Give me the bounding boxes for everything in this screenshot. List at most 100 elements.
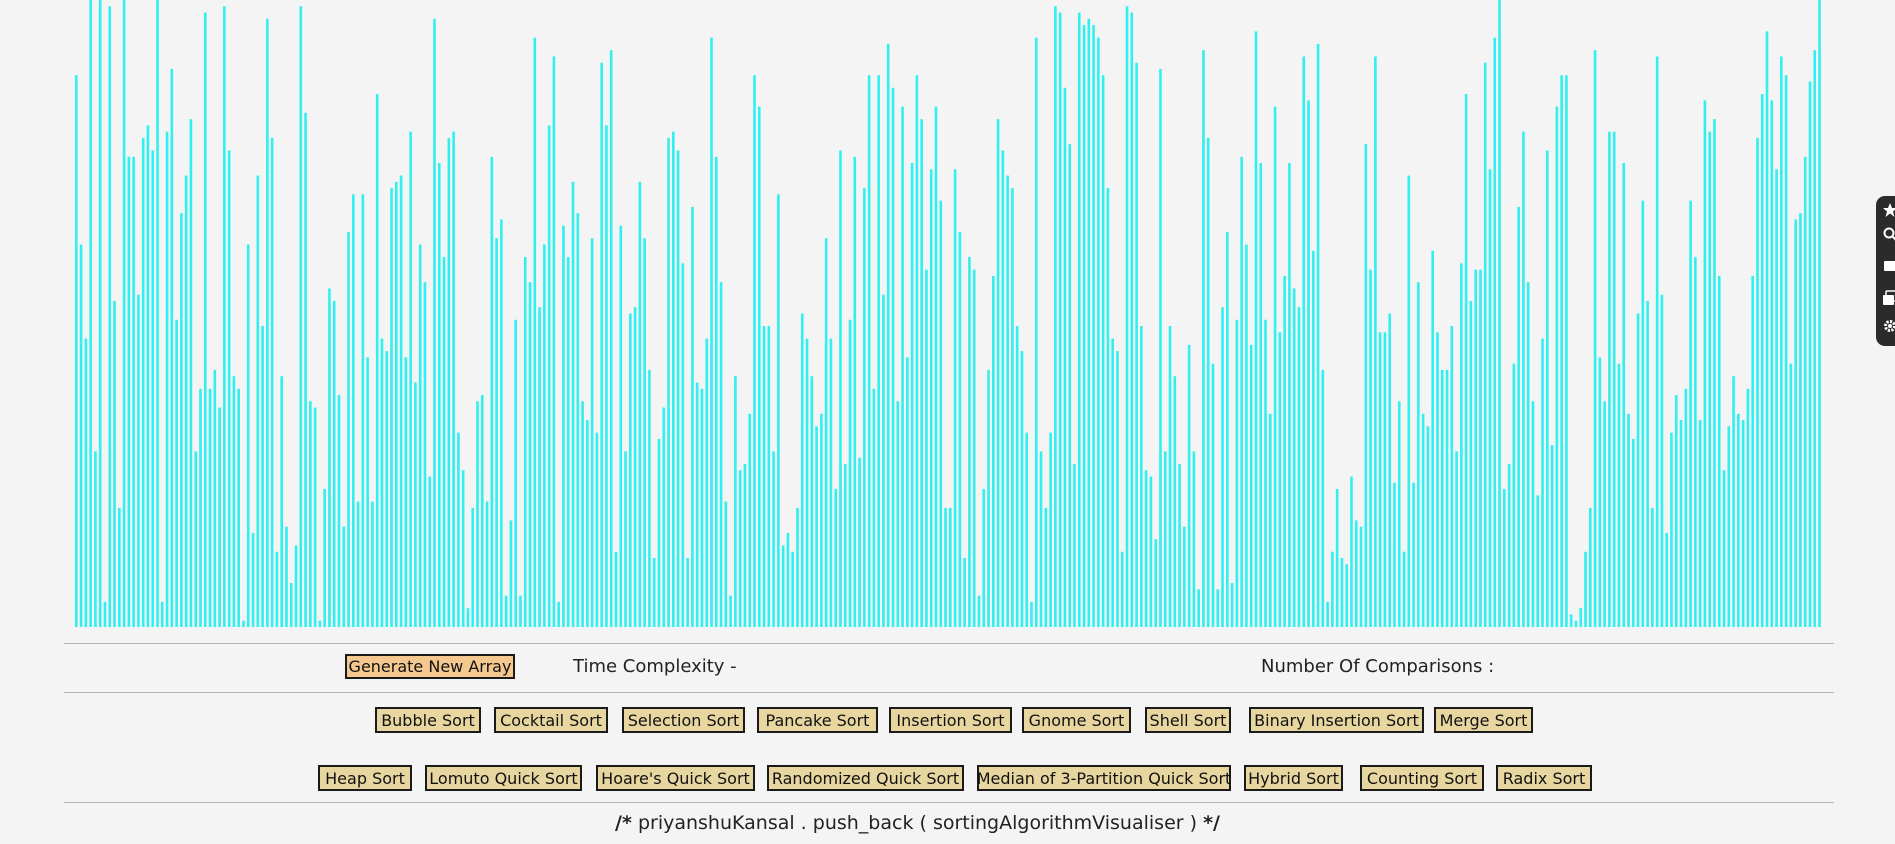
shell-sort-button[interactable]: Shell Sort: [1145, 707, 1231, 733]
search-icon[interactable]: [1882, 226, 1895, 242]
array-bar: [996, 119, 1000, 627]
radix-sort-button[interactable]: Radix Sort: [1496, 765, 1592, 791]
array-bar: [1359, 526, 1363, 627]
array-bar: [695, 382, 699, 627]
square-icon[interactable]: [1882, 258, 1895, 274]
array-bar: [1479, 269, 1482, 627]
array-bar: [1460, 263, 1463, 627]
array-bar: [777, 194, 780, 627]
array-bar: [1015, 326, 1019, 627]
array-bar: [84, 338, 88, 627]
array-bar: [901, 106, 904, 628]
array-bar: [614, 551, 618, 627]
array-bar: [304, 112, 307, 628]
array-bar: [1732, 376, 1735, 627]
array-bar: [1584, 551, 1587, 627]
gallery-icon[interactable]: [1882, 290, 1895, 306]
array-bar: [1708, 131, 1712, 628]
array-bar: [1474, 269, 1477, 627]
bubble-sort-button[interactable]: Bubble Sort: [375, 707, 481, 733]
array-bar: [624, 451, 627, 627]
array-bar: [843, 463, 847, 627]
gnome-sort-button[interactable]: Gnome Sort: [1022, 707, 1131, 733]
array-bar: [332, 300, 336, 627]
array-bar: [256, 175, 260, 627]
generate-new-array-button[interactable]: Generate New Array: [345, 654, 515, 679]
array-bar: [1431, 250, 1434, 628]
array-bar: [199, 388, 202, 627]
array-bar: [1292, 288, 1296, 627]
array-bar: [1068, 144, 1072, 627]
array-bar: [394, 181, 398, 627]
array-bar: [203, 12, 207, 628]
array-bar: [915, 75, 919, 628]
array-bar: [1684, 388, 1688, 627]
array-bar: [705, 338, 709, 627]
array-bar: [1168, 326, 1172, 627]
counting-sort-button[interactable]: Counting Sort: [1360, 765, 1484, 791]
hybrid-sort-button[interactable]: Hybrid Sort: [1244, 765, 1343, 791]
array-bar: [1541, 338, 1544, 627]
array-bar: [571, 181, 575, 627]
array-bar: [251, 532, 255, 627]
array-bar: [113, 300, 116, 627]
array-bar: [1307, 100, 1310, 627]
array-bar: [103, 601, 107, 627]
array-bar: [237, 388, 241, 627]
array-bar: [528, 282, 532, 627]
array-bar: [1603, 401, 1606, 627]
array-bar: [1727, 426, 1731, 627]
lomuto-quick-sort-button[interactable]: Lomuto Quick Sort: [425, 765, 582, 791]
binary-insertion-sort-button[interactable]: Binary Insertion Sort: [1249, 707, 1424, 733]
array-bar: [643, 238, 646, 627]
array-bar: [1627, 413, 1630, 627]
array-bar: [686, 558, 689, 627]
array-bar: [347, 231, 350, 628]
gear-icon[interactable]: [1882, 318, 1895, 334]
array-bar: [151, 150, 155, 628]
array-bar: [1288, 163, 1291, 627]
insertion-sort-button[interactable]: Insertion Sort: [889, 707, 1012, 733]
star-icon[interactable]: [1882, 202, 1895, 218]
array-bar: [1722, 470, 1726, 627]
merge-sort-button[interactable]: Merge Sort: [1434, 707, 1533, 733]
array-bar: [1350, 476, 1353, 627]
array-bar: [1397, 401, 1401, 627]
array-bar: [1760, 94, 1764, 628]
array-bar: [891, 87, 895, 627]
array-bar: [1264, 319, 1267, 627]
selection-sort-button[interactable]: Selection Sort: [622, 707, 745, 733]
array-bar: [337, 395, 341, 627]
heap-sort-button[interactable]: Heap Sort: [318, 765, 412, 791]
hoare-s-quick-sort-button[interactable]: Hoare's Quick Sort: [596, 765, 755, 791]
array-bar: [1226, 231, 1229, 628]
array-bar: [1522, 131, 1525, 628]
array-bar: [1813, 50, 1817, 628]
array-bar: [79, 244, 83, 627]
array-bar: [786, 532, 790, 627]
array-bar: [485, 501, 489, 627]
array-bar: [428, 476, 432, 627]
array-bar: [1374, 56, 1377, 628]
array-bar: [1464, 94, 1468, 628]
array-bar: [504, 595, 508, 627]
array-bar: [896, 401, 900, 627]
randomized-quick-sort-button[interactable]: Randomized Quick Sort: [767, 765, 964, 791]
array-bar: [1364, 144, 1368, 627]
array-bar: [1517, 206, 1520, 627]
array-bar: [1536, 495, 1540, 627]
array-bar: [1641, 200, 1645, 627]
array-bar: [991, 275, 995, 627]
array-bar: [442, 257, 446, 627]
pancake-sort-button[interactable]: Pancake Sort: [757, 707, 878, 733]
array-bar: [1082, 25, 1086, 627]
array-bar: [867, 75, 871, 628]
array-bar: [1135, 62, 1138, 627]
array-bar: [1273, 106, 1277, 628]
array-bar: [1445, 369, 1449, 627]
median-of-3-partition-quick-sort-button[interactable]: Median of 3-Partition Quick Sort: [977, 765, 1231, 791]
array-bar: [1183, 526, 1186, 627]
array-bar: [1569, 614, 1573, 627]
cocktail-sort-button[interactable]: Cocktail Sort: [494, 707, 608, 733]
array-bar: [772, 451, 775, 627]
